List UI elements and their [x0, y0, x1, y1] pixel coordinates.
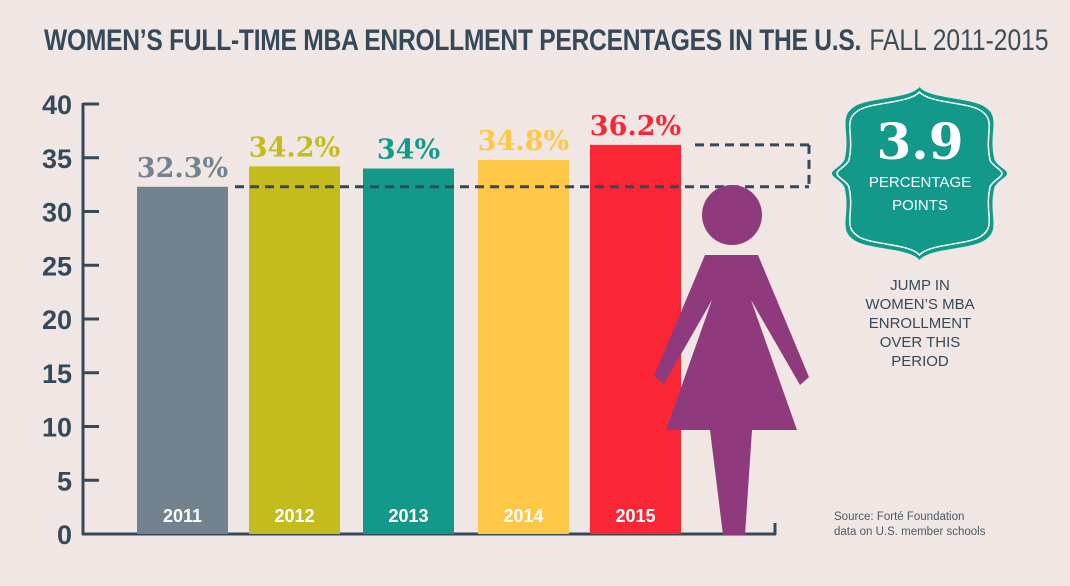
note-line: ENROLLMENT — [868, 315, 972, 332]
category-label: 2013 — [388, 506, 428, 526]
y-tick-label: 30 — [42, 198, 72, 228]
y-tick-label: 40 — [42, 90, 72, 120]
category-label: 2012 — [274, 506, 314, 526]
source-note: Source: Forté Foundation data on U.S. me… — [834, 510, 1034, 540]
y-tick-label: 35 — [42, 144, 72, 174]
category-label: 2014 — [503, 506, 543, 526]
source-line1: Source: Forté Foundation — [834, 511, 965, 523]
badge-frame — [832, 87, 1007, 260]
y-tick-label: 10 — [42, 413, 72, 443]
bar-2013 — [363, 168, 454, 534]
y-tick-label: 20 — [42, 305, 72, 335]
title-main: WOMEN’S FULL-TIME MBA ENROLLMENT PERCENT… — [44, 24, 862, 57]
bar-2014 — [478, 159, 569, 534]
bars: 32.3% 2011 34.2% 2012 34% 2013 34.8% 2014 36.2% 2… — [137, 111, 681, 534]
y-tick-label: 5 — [57, 466, 72, 496]
category-label: 2011 — [163, 506, 202, 526]
woman-legs — [710, 430, 752, 535]
y-tick-label: 25 — [42, 251, 72, 281]
bar-2015 — [590, 144, 681, 534]
title-subtitle: FALL 2011-2015 — [869, 24, 1049, 57]
badge — [832, 87, 1007, 260]
value-label: 34.2% — [249, 132, 340, 163]
badge-text: 3.9 PERCENTAGE POINTS — [832, 113, 1008, 217]
badge-inner-border — [836, 90, 1003, 257]
chart-title: WOMEN’S FULL-TIME MBA ENROLLMENT PERCENT… — [44, 24, 1049, 58]
value-label: 34.8% — [478, 126, 569, 157]
badge-unit: PERCENTAGE POINTS — [832, 171, 1008, 217]
y-axis: 0 5 10 15 20 25 30 35 40 — [42, 90, 777, 550]
badge-unit-line2: POINTS — [892, 197, 948, 214]
woman-icon — [654, 185, 809, 535]
badge-number: 3.9 — [876, 112, 964, 171]
annotation-note: JUMP IN WOMEN’S MBA ENROLLMENT OVER THIS… — [845, 276, 995, 371]
y-tick-label: 15 — [42, 359, 72, 389]
note-line: PERIOD — [891, 353, 949, 370]
woman-head — [702, 185, 762, 245]
note-line: OVER THIS — [879, 334, 961, 351]
source-line2: data on U.S. member schools — [834, 526, 986, 538]
value-label: 36.2% — [590, 111, 681, 142]
note-line: WOMEN’S MBA — [865, 296, 975, 313]
bar-2011 — [137, 186, 228, 534]
increase-bracket — [235, 143, 811, 189]
value-label: 34% — [377, 135, 440, 166]
bar-2012 — [249, 166, 340, 534]
note-line: JUMP IN — [890, 277, 950, 294]
badge-unit-line1: PERCENTAGE — [868, 174, 972, 191]
y-tick-label: 0 — [57, 520, 72, 550]
value-label: 32.3% — [137, 153, 228, 184]
category-label: 2015 — [615, 506, 655, 526]
woman-body — [654, 255, 809, 430]
